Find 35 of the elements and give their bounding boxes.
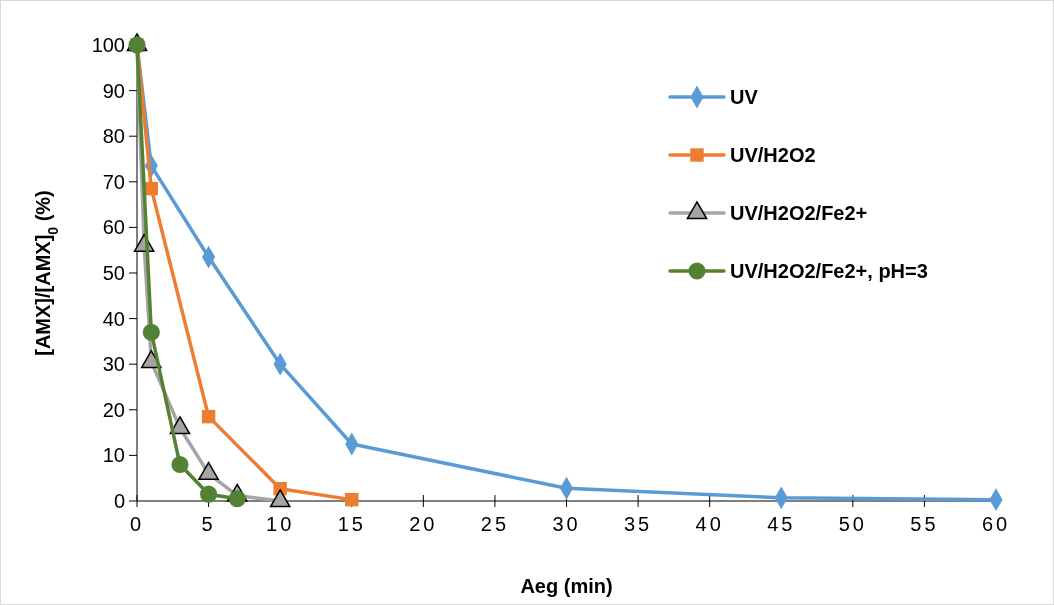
y-tick-label: 80 <box>102 125 125 148</box>
point <box>142 323 160 341</box>
x-tick-label: 10 <box>266 513 295 535</box>
y-tick-label: 0 <box>113 490 125 512</box>
point <box>228 490 246 508</box>
y-tick-label: 10 <box>102 444 125 467</box>
x-tick-label: 60 <box>981 513 1011 535</box>
y-tick-label: 60 <box>102 216 125 239</box>
x-tick-label: 50 <box>838 513 867 535</box>
x-tick-label: 20 <box>409 513 438 535</box>
point <box>345 492 359 507</box>
legend-label: UV/H2O2 <box>730 144 816 166</box>
x-tick-label: 30 <box>552 513 581 535</box>
y-tick-label: 20 <box>102 398 125 421</box>
y-tick-label: 100 <box>91 34 125 56</box>
point <box>171 455 189 474</box>
x-tick-label: 5 <box>201 513 216 535</box>
y-tick-label: 30 <box>102 353 125 376</box>
legend-label: UV/H2O2/Fe2+ <box>730 202 868 224</box>
x-tick-label: 40 <box>695 513 724 535</box>
x-tick-label: 55 <box>910 513 939 535</box>
x-tick-label: 25 <box>480 513 510 535</box>
x-tick-label: 35 <box>623 513 653 535</box>
point <box>200 485 218 503</box>
x-tick-label: 45 <box>767 513 796 535</box>
x-axis-title: Aeg (min) <box>520 575 613 597</box>
legend-label: UV/H2O2/Fe2+, pH=3 <box>730 260 928 282</box>
y-tick-label: 40 <box>102 307 125 330</box>
x-tick-label: 0 <box>129 513 145 535</box>
x-tick-label: 15 <box>337 513 366 535</box>
y-tick-label: 50 <box>102 262 125 284</box>
legend-label: UV <box>730 86 759 108</box>
y-tick-label: 90 <box>102 79 125 102</box>
y-tick-label: 70 <box>102 170 125 193</box>
point <box>201 409 216 424</box>
